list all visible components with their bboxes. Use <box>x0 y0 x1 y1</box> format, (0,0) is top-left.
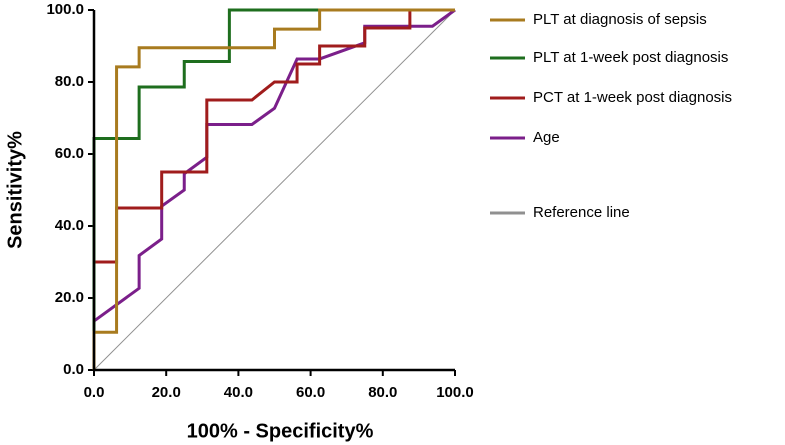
x-tick-label: 60.0 <box>296 384 325 401</box>
roc-curve <box>92 8 455 370</box>
x-tick-label: 100.0 <box>436 384 474 401</box>
y-tick-label: 80.0 <box>55 73 84 90</box>
y-tick-label: 60.0 <box>55 145 84 162</box>
x-tick-label: 0.0 <box>84 384 105 401</box>
x-tick-label: 40.0 <box>224 384 253 401</box>
legend-label: PCT at 1-week post diagnosis <box>533 89 732 106</box>
legend-label: PLT at 1-week post diagnosis <box>533 49 728 66</box>
x-tick-label: 20.0 <box>152 384 181 401</box>
y-tick-label: 40.0 <box>55 217 84 234</box>
y-tick-label: 100.0 <box>46 1 84 18</box>
roc-curve <box>93 9 456 371</box>
roc-curve <box>93 8 456 323</box>
legend-label: Age <box>533 129 560 146</box>
y-tick-label: 0.0 <box>63 361 84 378</box>
legend-label: Reference line <box>533 204 630 221</box>
y-tick-label: 20.0 <box>55 289 84 306</box>
legend-label: PLT at diagnosis of sepsis <box>533 11 707 28</box>
x-tick-label: 80.0 <box>368 384 397 401</box>
y-axis-title: Sensitivity% <box>4 131 26 249</box>
roc-curve <box>92 8 455 370</box>
x-axis-title: 100% - Specificity% <box>187 420 374 442</box>
